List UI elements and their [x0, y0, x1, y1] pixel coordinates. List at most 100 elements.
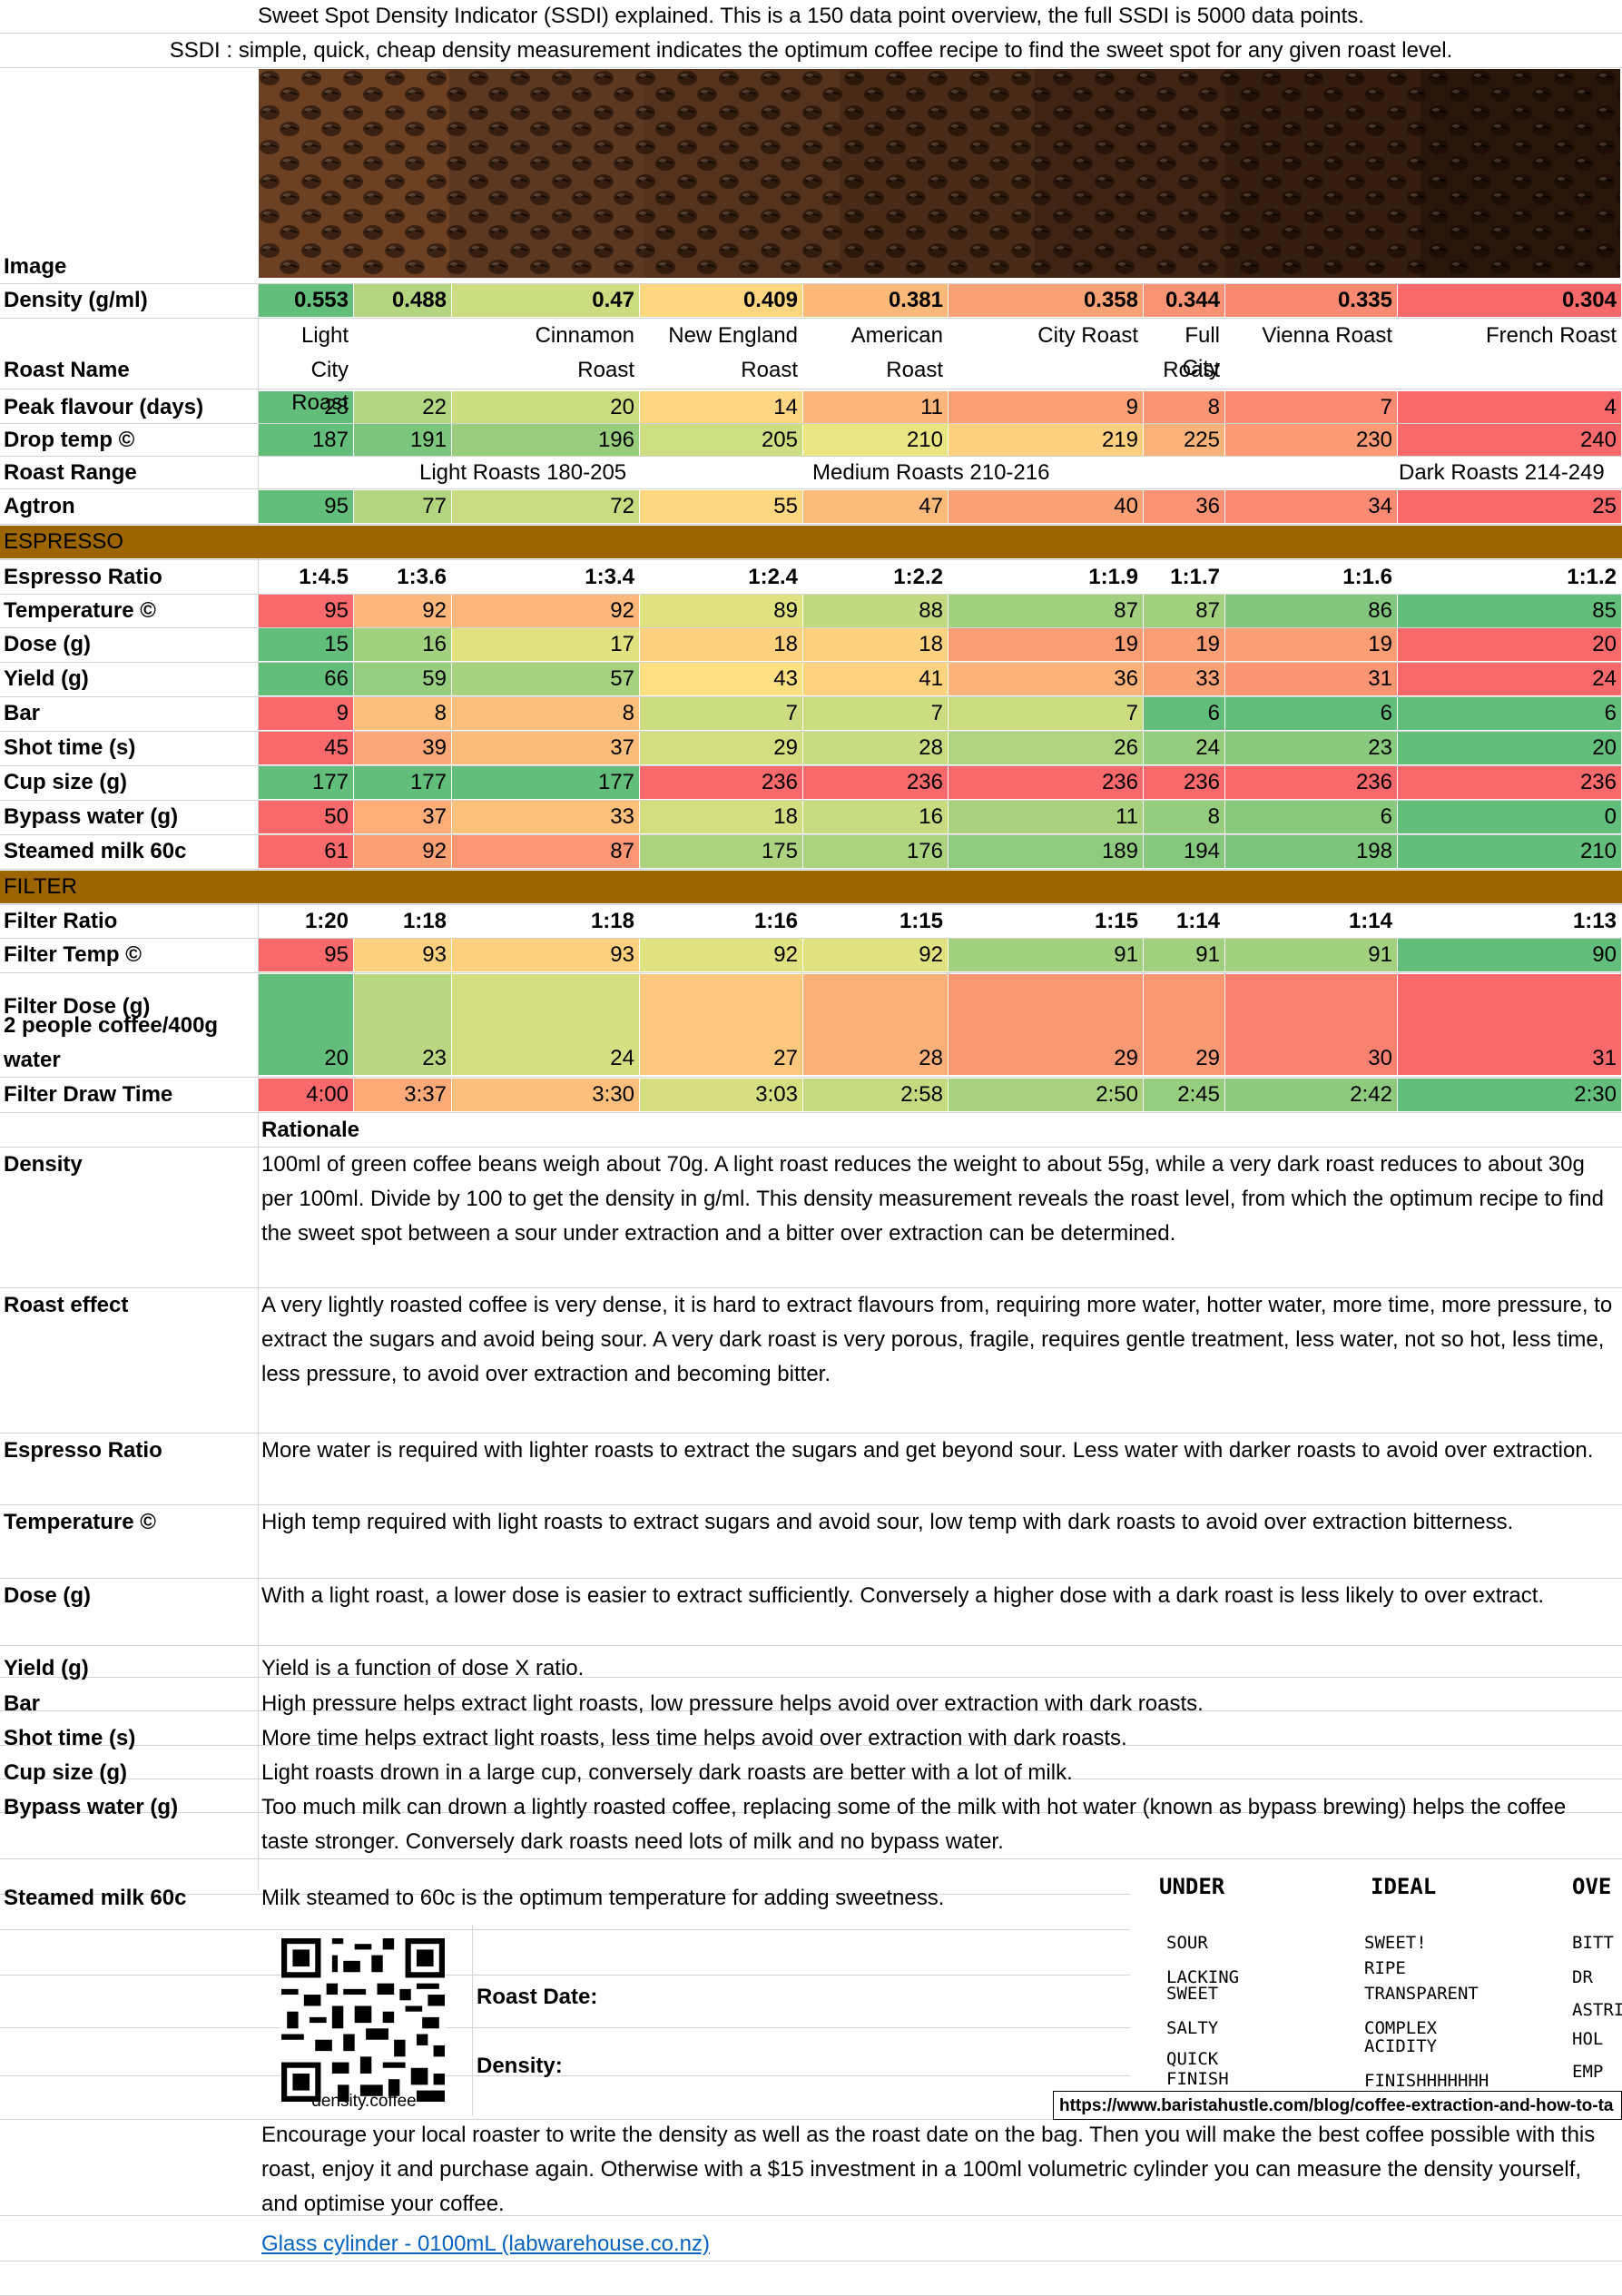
- grid-line: [0, 1858, 1622, 1859]
- cell-fdraw-4: 2:58: [900, 1082, 943, 1107]
- cell-yield-2: 57: [610, 666, 634, 691]
- cell-bg-density-4: [803, 284, 948, 317]
- cell-peak-5: 9: [1126, 395, 1138, 419]
- cell-dose-8: 20: [1592, 632, 1617, 656]
- cell-dose-2: 17: [610, 632, 634, 656]
- cell-fdraw-8: 2:30: [1574, 1082, 1617, 1107]
- cell-agtron-7: 34: [1368, 494, 1392, 518]
- grid-line: [0, 1929, 1622, 1930]
- cell-bg-fdose-1: [354, 974, 451, 1075]
- rationale-label-10: Steamed milk 60c: [4, 1886, 187, 1910]
- cell-bg-fdraw-0: [259, 1079, 353, 1111]
- cell-bg-agtron-1: [354, 490, 451, 523]
- cell-bg-bar-8: [1398, 697, 1621, 730]
- cell-bg-yield-8: [1398, 663, 1621, 695]
- rationale-label-1: Roast effect: [4, 1293, 129, 1317]
- cell-shot-1: 39: [422, 735, 447, 760]
- cell-bg-fdose-3: [640, 974, 802, 1075]
- cell-ftemp-8: 90: [1592, 942, 1617, 967]
- roast-name-4-line2: Roast: [886, 358, 943, 382]
- cell-bg-fdose-2: [452, 974, 639, 1075]
- glass-cylinder-link[interactable]: Glass cylinder - 0100mL (labwarehouse.co…: [261, 2232, 711, 2256]
- cell-fdose-5: 29: [1114, 1046, 1138, 1070]
- cell-fdraw-6: 2:45: [1177, 1082, 1220, 1107]
- cell-cup-6: 236: [1183, 770, 1220, 794]
- extraction-source-url[interactable]: https://www.baristahustle.com/blog/coffe…: [1053, 2091, 1622, 2120]
- grid-line: [0, 67, 1622, 68]
- rationale-text-2: More water is required with lighter roas…: [261, 1438, 1594, 1463]
- cell-fdraw-2: 3:30: [592, 1082, 634, 1107]
- cell-dose-3: 18: [773, 632, 798, 656]
- cell-agtron-4: 47: [919, 494, 943, 518]
- cell-bg-etemp-6: [1144, 595, 1224, 627]
- cell-bg-yield-1: [354, 663, 451, 695]
- cell-bg-agtron-5: [949, 490, 1143, 523]
- cell-bg-peak-4: [803, 391, 948, 424]
- grid-line: [0, 2075, 1622, 2076]
- cell-shot-3: 29: [773, 735, 798, 760]
- cell-eratio-7: 1:1.6: [1342, 565, 1392, 589]
- roast-name-3-line1: New England: [668, 323, 798, 348]
- cell-cup-5: 236: [1101, 770, 1138, 794]
- cell-bar-4: 7: [930, 701, 943, 725]
- cell-agtron-8: 25: [1592, 494, 1617, 518]
- row-label-yield: Yield (g): [4, 666, 89, 691]
- cell-density-1: 0.488: [391, 288, 447, 312]
- cell-bg-dose-2: [452, 628, 639, 661]
- cell-fratio-8: 1:13: [1572, 909, 1617, 933]
- cell-bg-density-3: [640, 284, 802, 317]
- cell-eratio-3: 1:2.4: [748, 565, 798, 589]
- cell-drop-5: 219: [1101, 428, 1138, 452]
- cell-bar-3: 7: [785, 701, 798, 725]
- cell-bg-ftemp-5: [949, 939, 1143, 971]
- cell-drop-1: 191: [409, 428, 447, 452]
- cell-bar-6: 6: [1207, 701, 1220, 725]
- cell-bar-1: 8: [434, 701, 447, 725]
- cell-fdose-8: 31: [1592, 1046, 1617, 1070]
- roast-range-medium: Medium Roasts 210-216: [812, 460, 1050, 485]
- extraction-over-4: EMP: [1572, 2062, 1604, 2082]
- cell-ftemp-6: 91: [1195, 942, 1220, 967]
- extraction-under-5: FINISH: [1166, 2069, 1229, 2089]
- cell-cup-4: 236: [906, 770, 943, 794]
- cell-ftemp-2: 93: [610, 942, 634, 967]
- grid-line: [0, 283, 1622, 284]
- rationale-text-6: High pressure helps extract light roasts…: [261, 1691, 1204, 1716]
- cell-bar-7: 6: [1380, 701, 1392, 725]
- cell-bypass-6: 8: [1207, 804, 1220, 829]
- cell-bg-peak-0: [259, 391, 353, 424]
- grid-line: [0, 1578, 1622, 1579]
- cell-bg-peak-1: [354, 391, 451, 424]
- cell-bg-agtron-6: [1144, 490, 1224, 523]
- cell-bg-milk-8: [1398, 835, 1621, 868]
- extraction-ideal-1: RIPE: [1364, 1958, 1406, 1978]
- cell-ftemp-5: 91: [1114, 942, 1138, 967]
- cell-fdraw-3: 3:03: [755, 1082, 798, 1107]
- cell-fratio-3: 1:16: [753, 909, 798, 933]
- cell-bg-bar-6: [1144, 697, 1224, 730]
- cell-bg-shot-1: [354, 732, 451, 764]
- grid-line: [0, 1745, 1622, 1746]
- cell-bg-cup-7: [1225, 766, 1397, 799]
- cell-density-7: 0.335: [1337, 288, 1392, 312]
- cell-yield-8: 24: [1592, 666, 1617, 691]
- grid-line: [0, 318, 1622, 319]
- cell-bypass-3: 18: [773, 804, 798, 829]
- cell-eratio-4: 1:2.2: [893, 565, 943, 589]
- cell-drop-7: 230: [1355, 428, 1392, 452]
- cell-bg-fdose-0: [259, 974, 353, 1075]
- cell-bg-bypass-8: [1398, 801, 1621, 833]
- grid-line: [0, 1112, 1622, 1113]
- row-label-ftemp: Filter Temp ©: [4, 942, 142, 967]
- cell-bg-bar-2: [452, 697, 639, 730]
- cell-bg-density-8: [1398, 284, 1621, 317]
- cell-bg-milk-3: [640, 835, 802, 868]
- extraction-under-2: SWEET: [1166, 1984, 1219, 2004]
- extraction-under-4: QUICK: [1166, 2049, 1219, 2069]
- grid-line: [0, 800, 1622, 801]
- grid-line: [0, 524, 1622, 525]
- cell-bg-peak-7: [1225, 391, 1397, 424]
- cell-fdraw-1: 3:37: [404, 1082, 447, 1107]
- footer-text: Encourage your local roaster to write th…: [261, 2123, 1596, 2216]
- cell-bypass-7: 6: [1380, 804, 1392, 829]
